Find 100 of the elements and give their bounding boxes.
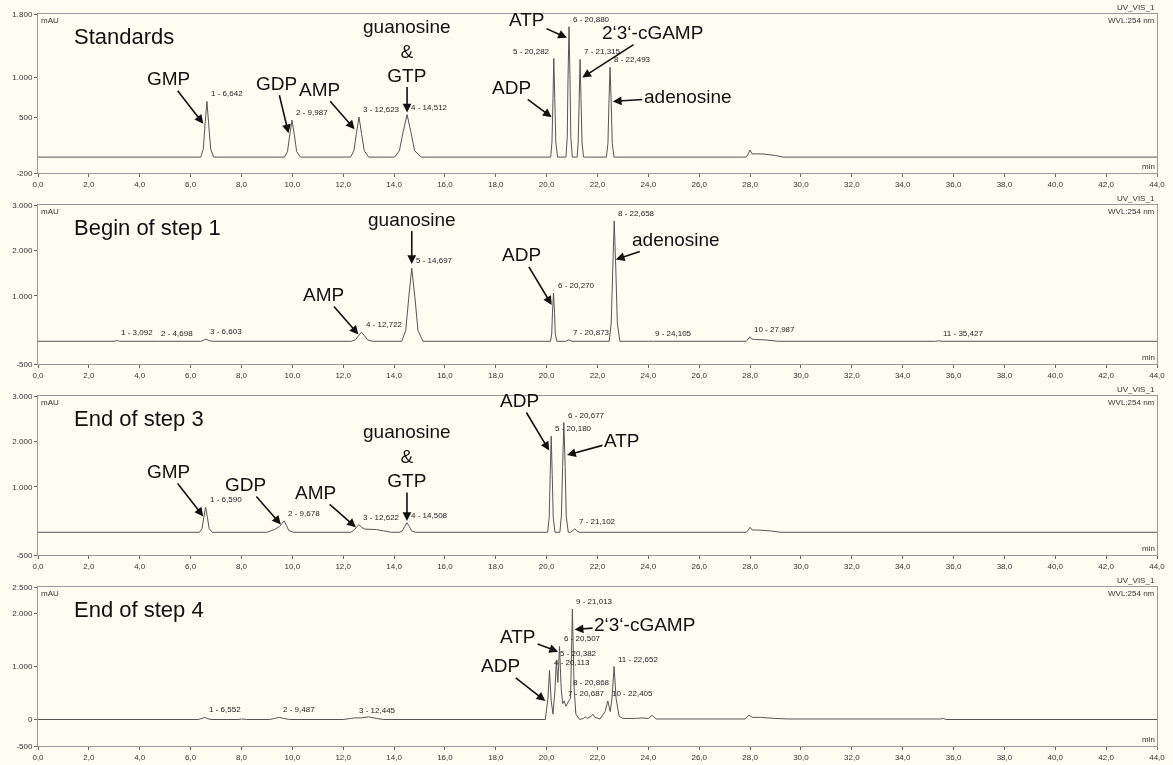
- x-tick-label: 44,0: [1149, 179, 1166, 189]
- annotation: guanosine & GTP: [363, 16, 451, 87]
- x-tick-label: 44,0: [1149, 561, 1166, 571]
- text: UV_VIS_1: [1117, 3, 1155, 12]
- x-tick-label: 26,0: [691, 752, 708, 762]
- x-tick-label: 2,0: [83, 752, 95, 762]
- x-tick-label: 32,0: [844, 561, 861, 571]
- annotation: 11 - 35,427: [943, 329, 984, 338]
- annotation: 2 - 9,487: [283, 705, 316, 714]
- x-tick-label: 16,0: [437, 370, 454, 380]
- x-tick-label: 42,0: [1098, 370, 1115, 380]
- x-tick-label: 10,0: [284, 561, 301, 571]
- y-tick-label: -500: [16, 741, 33, 751]
- x-tick-label: 2,0: [83, 370, 95, 380]
- annotation: 6 - 20,270: [558, 281, 595, 290]
- annotation: adenosine: [644, 86, 732, 107]
- x-tick-label: 36,0: [945, 752, 962, 762]
- annotation: 1 - 6,642: [211, 89, 244, 98]
- y-tick-label: 2.000: [12, 246, 33, 256]
- annotation: 5 - 14,697: [416, 256, 453, 265]
- x-axis-title: min: [1142, 735, 1155, 744]
- x-tick-label: 14,0: [386, 179, 403, 189]
- x-tick-label: 2,0: [83, 561, 95, 571]
- x-tick-label: 32,0: [844, 370, 861, 380]
- annotation: GDP: [256, 73, 298, 94]
- annotation: 7 - 21,102: [579, 517, 616, 526]
- annotation: 4 - 14,508: [411, 511, 448, 520]
- annotation: GMP: [147, 68, 191, 89]
- y-tick-label: -500: [16, 359, 33, 369]
- x-tick-label: 42,0: [1098, 752, 1115, 762]
- x-tick-label: 20,0: [538, 752, 555, 762]
- x-tick-label: 42,0: [1098, 179, 1115, 189]
- x-tick-label: 18,0: [487, 752, 505, 762]
- annotation: 2 - 9,987: [296, 108, 329, 117]
- x-tick-label: 8,0: [235, 370, 248, 380]
- x-tick-label: 12,0: [335, 752, 352, 762]
- annotation: 8 - 22,658: [618, 209, 655, 218]
- x-tick-label: 32,0: [844, 752, 861, 762]
- x-tick-label: 22,0: [589, 370, 606, 380]
- annotation: 2 - 9,678: [288, 509, 321, 518]
- annotation: ADP: [500, 390, 540, 411]
- y-tick-label: 2.000: [12, 437, 33, 447]
- annotation: ADP: [492, 77, 532, 98]
- y-axis-title: mAU: [41, 16, 59, 25]
- annotation: 7 - 20,687: [568, 689, 605, 698]
- x-tick-label: 26,0: [691, 370, 708, 380]
- y-tick-label: 3.000: [12, 200, 33, 210]
- annotation: 6 - 20,880: [573, 15, 610, 24]
- annotation: 6 - 20,507: [564, 634, 601, 643]
- y-axis-title: mAU: [41, 589, 59, 598]
- x-tick-label: 28,0: [742, 752, 759, 762]
- annotation: ADP: [502, 244, 542, 265]
- annotation: AMP: [295, 482, 337, 503]
- x-tick-label: 0,0: [32, 752, 45, 762]
- x-tick-label: 10,0: [284, 370, 301, 380]
- x-tick-label: 40,0: [1047, 179, 1064, 189]
- annotation: 3 - 12,445: [359, 706, 396, 715]
- x-tick-label: 36,0: [945, 561, 962, 571]
- x-tick-label: 0,0: [32, 179, 45, 189]
- x-tick-label: 26,0: [691, 179, 708, 189]
- annotation: WVL:254 nm: [1108, 589, 1155, 598]
- annotation: 2‘3‘-cGAMP: [594, 614, 696, 635]
- x-tick-label: 14,0: [386, 752, 403, 762]
- x-tick-label: 30,0: [793, 179, 810, 189]
- x-tick-label: 18,0: [487, 370, 505, 380]
- x-tick-label: 36,0: [945, 370, 962, 380]
- annotation: 9 - 24,105: [655, 329, 692, 338]
- annotation: 5 - 20,282: [513, 47, 550, 56]
- x-tick-label: 34,0: [894, 179, 912, 189]
- x-axis-title: min: [1142, 544, 1155, 553]
- annotation: ATP: [509, 9, 545, 30]
- x-tick-label: 24,0: [640, 561, 657, 571]
- annotation: 3 - 12,622: [363, 513, 400, 522]
- x-tick-label: 4,0: [134, 370, 146, 380]
- x-tick-label: 38,0: [996, 370, 1013, 380]
- x-tick-label: 40,0: [1047, 561, 1064, 571]
- x-tick-label: 14,0: [386, 370, 403, 380]
- x-tick-label: 38,0: [996, 561, 1013, 571]
- annotation: 6 - 20,677: [568, 411, 605, 420]
- x-tick-label: 24,0: [640, 752, 657, 762]
- annotation: 11 - 22,652: [618, 655, 659, 664]
- x-tick-label: 4,0: [134, 179, 146, 189]
- text: Standards: [74, 24, 175, 49]
- x-tick-label: 36,0: [945, 179, 962, 189]
- x-tick-label: 0,0: [32, 370, 45, 380]
- x-tick-label: 24,0: [640, 370, 657, 380]
- annotation: ATP: [500, 626, 536, 647]
- x-tick-label: 30,0: [793, 752, 810, 762]
- x-tick-label: 32,0: [844, 179, 861, 189]
- annotation: 4 - 14,512: [411, 103, 448, 112]
- annotation: 7 - 21,315: [584, 47, 621, 56]
- annotation: 8 - 22,493: [614, 55, 651, 64]
- annotation: AMP: [303, 284, 345, 305]
- text: End of step 4: [74, 597, 204, 622]
- y-axis-title: mAU: [41, 207, 59, 216]
- annotation: 4 - 12,722: [366, 320, 403, 329]
- x-axis-title: min: [1142, 162, 1155, 171]
- annotation: 3 - 6,603: [210, 327, 243, 336]
- y-tick-label: 2.000: [12, 609, 33, 619]
- annotation: 2 - 4,698: [161, 329, 194, 338]
